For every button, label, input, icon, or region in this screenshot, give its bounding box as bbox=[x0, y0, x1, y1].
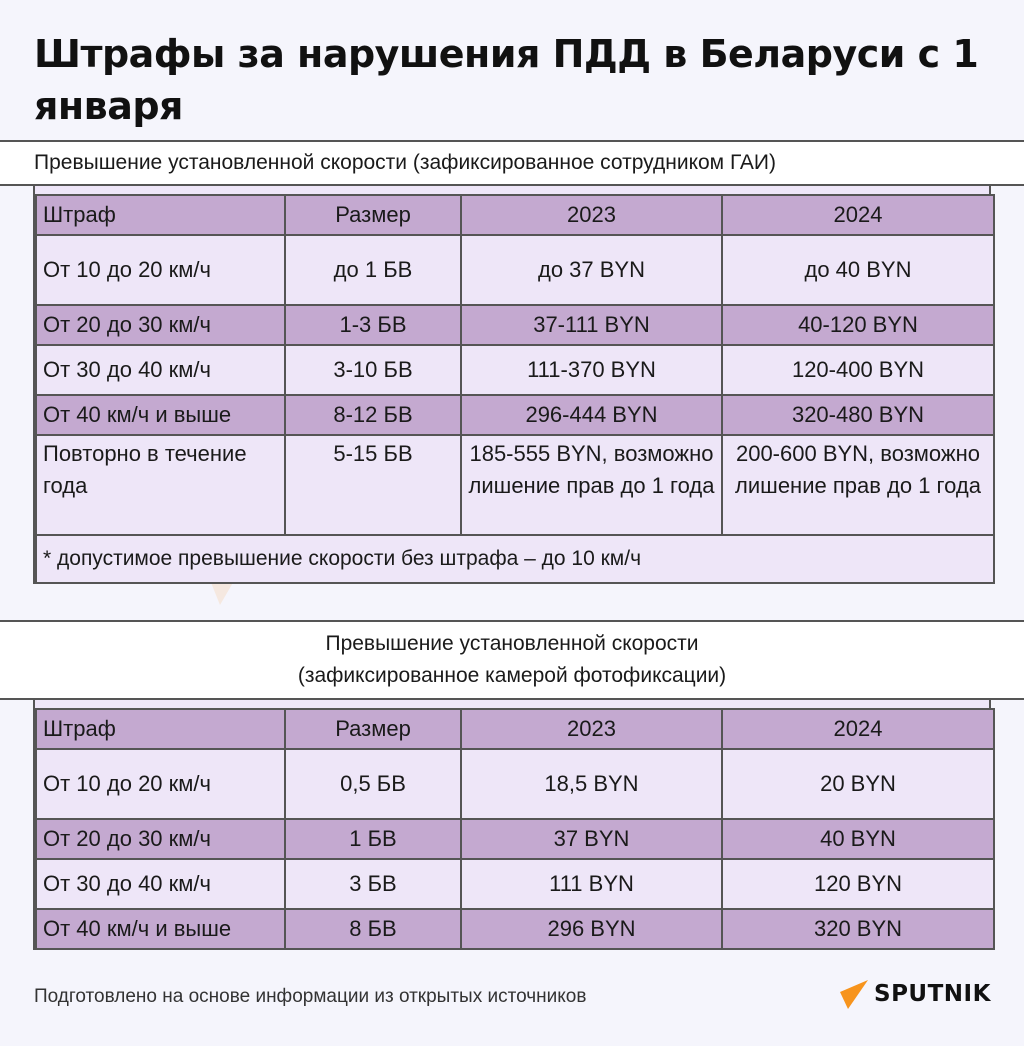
cell-fine: От 10 до 20 км/ч bbox=[35, 748, 286, 820]
table-row: Повторно в течение года 5-15 БВ 185-555 … bbox=[35, 434, 995, 536]
column-header-fine: Штраф bbox=[35, 708, 286, 750]
column-header-size: Размер bbox=[284, 708, 462, 750]
source-note: Подготовлено на основе информации из отк… bbox=[34, 986, 587, 1007]
cell-2023: 111 BYN bbox=[460, 858, 723, 910]
cell-2024: 320 BYN bbox=[721, 908, 995, 950]
cell-size: 5-15 БВ bbox=[284, 434, 462, 536]
speed-fines-table-camera: Штраф Размер 2023 2024 От 10 до 20 км/ч … bbox=[33, 700, 995, 950]
cell-size: до 1 БВ bbox=[284, 234, 462, 306]
cell-fine: От 40 км/ч и выше bbox=[35, 394, 286, 436]
cell-2023: 296-444 BYN bbox=[460, 394, 723, 436]
cell-fine: От 40 км/ч и выше bbox=[35, 908, 286, 950]
speed-tolerance-note: * допустимое превышение скорости без штр… bbox=[35, 534, 995, 584]
table-header-row: Штраф Размер 2023 2024 bbox=[35, 708, 995, 750]
table-row: От 20 до 30 км/ч 1-3 БВ 37-111 BYN 40-12… bbox=[35, 304, 995, 346]
cell-fine: Повторно в течение года bbox=[35, 434, 286, 536]
column-header-size: Размер bbox=[284, 194, 462, 236]
cell-2023: 111-370 BYN bbox=[460, 344, 723, 396]
section2-heading-line1: Превышение установленной скорости bbox=[325, 632, 699, 655]
cell-size: 1 БВ bbox=[284, 818, 462, 860]
cell-fine: От 20 до 30 км/ч bbox=[35, 304, 286, 346]
cell-2023: 296 BYN bbox=[460, 908, 723, 950]
cell-2024: 40-120 BYN bbox=[721, 304, 995, 346]
section1-heading-text: Превышение установленной скорости (зафик… bbox=[34, 151, 777, 174]
column-header-2023: 2023 bbox=[460, 194, 723, 236]
table-row: От 30 до 40 км/ч 3 БВ 111 BYN 120 BYN bbox=[35, 858, 995, 910]
cell-size: 1-3 БВ bbox=[284, 304, 462, 346]
column-header-2024: 2024 bbox=[721, 708, 995, 750]
cell-2024: 120 BYN bbox=[721, 858, 995, 910]
cell-2023: 185-555 BYN, возможно лишение прав до 1 … bbox=[460, 434, 723, 536]
table-header-row: Штраф Размер 2023 2024 bbox=[35, 194, 995, 236]
table-row: От 30 до 40 км/ч 3-10 БВ 111-370 BYN 120… bbox=[35, 344, 995, 396]
table-row: От 40 км/ч и выше 8 БВ 296 BYN 320 BYN bbox=[35, 908, 995, 950]
cell-2024: 40 BYN bbox=[721, 818, 995, 860]
table-row: От 40 км/ч и выше 8-12 БВ 296-444 BYN 32… bbox=[35, 394, 995, 436]
column-header-2023: 2023 bbox=[460, 708, 723, 750]
cell-2024: 120-400 BYN bbox=[721, 344, 995, 396]
sputnik-logo-icon bbox=[840, 980, 868, 1009]
cell-size: 8-12 БВ bbox=[284, 394, 462, 436]
table-row: От 10 до 20 км/ч 0,5 БВ 18,5 BYN 20 BYN bbox=[35, 748, 995, 820]
column-header-fine: Штраф bbox=[35, 194, 286, 236]
cell-size: 3-10 БВ bbox=[284, 344, 462, 396]
cell-fine: От 10 до 20 км/ч bbox=[35, 234, 286, 306]
sputnik-logo: SPUTNIK bbox=[838, 978, 991, 1010]
cell-2023: 18,5 BYN bbox=[460, 748, 723, 820]
section2-heading: Превышение установленной скорости (зафик… bbox=[0, 620, 1024, 700]
cell-fine: От 30 до 40 км/ч bbox=[35, 858, 286, 910]
cell-size: 0,5 БВ bbox=[284, 748, 462, 820]
column-header-2024: 2024 bbox=[721, 194, 995, 236]
cell-fine: От 30 до 40 км/ч bbox=[35, 344, 286, 396]
cell-fine: От 20 до 30 км/ч bbox=[35, 818, 286, 860]
table-row: От 10 до 20 км/ч до 1 БВ до 37 BYN до 40… bbox=[35, 234, 995, 306]
cell-2023: 37-111 BYN bbox=[460, 304, 723, 346]
table-note-row: * допустимое превышение скорости без штр… bbox=[35, 534, 995, 584]
cell-2024: 200-600 BYN, возможно лишение прав до 1 … bbox=[721, 434, 995, 536]
cell-2023: до 37 BYN bbox=[460, 234, 723, 306]
cell-2023: 37 BYN bbox=[460, 818, 723, 860]
cell-2024: до 40 BYN bbox=[721, 234, 995, 306]
logo-text: SPUTNIK bbox=[874, 981, 991, 1007]
table-row: От 20 до 30 км/ч 1 БВ 37 BYN 40 BYN bbox=[35, 818, 995, 860]
section2-heading-line2: (зафиксированное камерой фотофиксации) bbox=[297, 664, 727, 687]
speed-fines-table-officer: Штраф Размер 2023 2024 От 10 до 20 км/ч … bbox=[33, 186, 995, 584]
page-title: Штрафы за нарушения ПДД в Беларуси с 1 я… bbox=[34, 32, 979, 128]
section1-heading: Превышение установленной скорости (зафик… bbox=[0, 140, 1024, 186]
cell-2024: 20 BYN bbox=[721, 748, 995, 820]
cell-size: 8 БВ bbox=[284, 908, 462, 950]
cell-size: 3 БВ bbox=[284, 858, 462, 910]
cell-2024: 320-480 BYN bbox=[721, 394, 995, 436]
